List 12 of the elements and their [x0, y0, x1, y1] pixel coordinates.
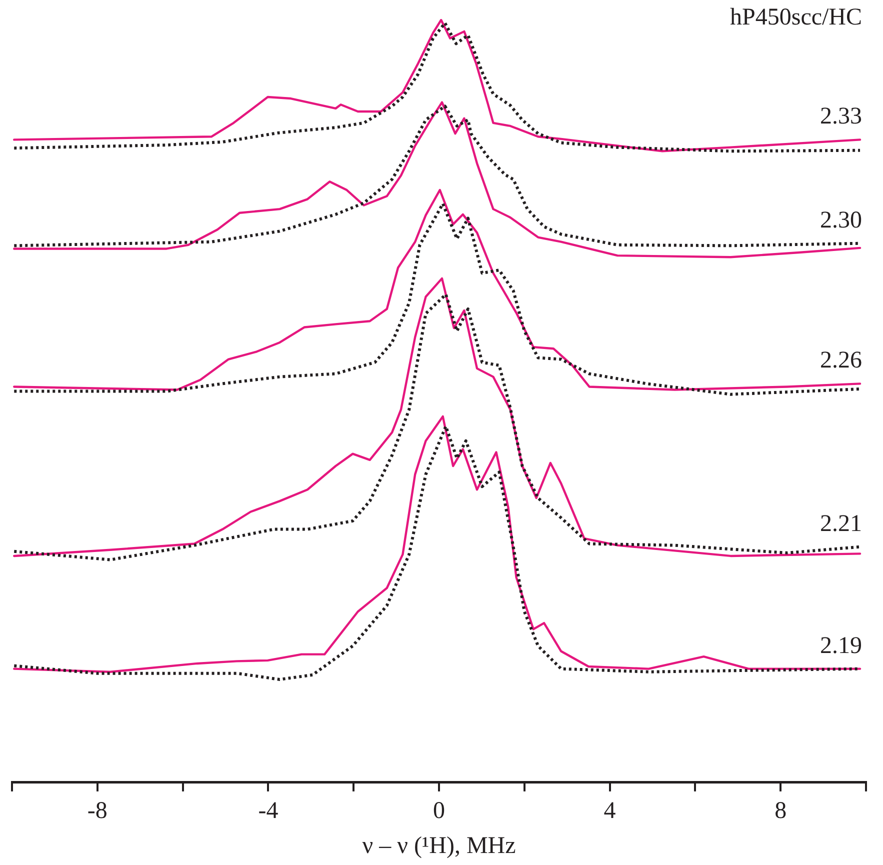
x-tick-label: -8 [87, 798, 108, 824]
x-tick-label: 4 [604, 798, 616, 824]
annotation: 2.33 [820, 104, 862, 130]
annotation: 2.19 [820, 632, 862, 659]
x-axis-title: ν – ν (¹H), MHz [362, 832, 516, 859]
x-tick-label: -4 [258, 798, 278, 824]
x-tick-label: 8 [774, 798, 787, 824]
annotation: 2.21 [820, 510, 862, 537]
annotation: 2.30 [820, 207, 862, 234]
x-tick-label: 0 [433, 798, 445, 824]
annotation: 2.26 [820, 348, 862, 374]
annotation: hP450scc/HC [730, 4, 862, 30]
